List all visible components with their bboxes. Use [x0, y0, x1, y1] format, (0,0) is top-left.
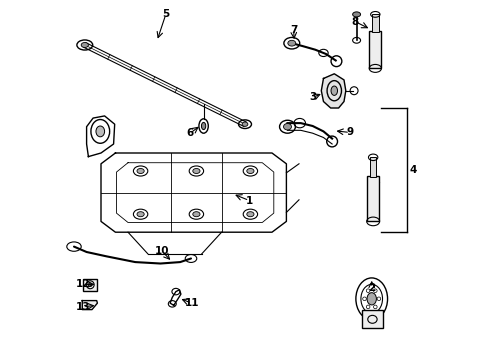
Text: 9: 9	[346, 127, 354, 138]
Ellipse shape	[88, 283, 92, 287]
Polygon shape	[82, 301, 98, 310]
Bar	[83, 279, 98, 291]
Text: 7: 7	[290, 24, 297, 35]
Text: 1: 1	[245, 195, 253, 206]
Bar	[363, 310, 383, 328]
Bar	[369, 31, 381, 68]
Ellipse shape	[137, 168, 144, 174]
Ellipse shape	[247, 212, 254, 217]
Text: 11: 11	[184, 298, 199, 308]
Text: 3: 3	[310, 92, 317, 102]
Ellipse shape	[353, 12, 361, 17]
Ellipse shape	[288, 40, 296, 46]
Text: 6: 6	[187, 128, 194, 138]
Text: 5: 5	[162, 9, 170, 19]
Ellipse shape	[247, 168, 254, 174]
Text: 2: 2	[368, 283, 375, 293]
Text: 8: 8	[351, 17, 359, 27]
Ellipse shape	[201, 122, 206, 130]
Ellipse shape	[193, 168, 200, 174]
Ellipse shape	[242, 122, 248, 126]
Ellipse shape	[331, 86, 338, 95]
Polygon shape	[321, 74, 346, 108]
Ellipse shape	[81, 42, 88, 48]
Text: 13: 13	[76, 302, 90, 312]
Ellipse shape	[284, 123, 292, 130]
Ellipse shape	[367, 293, 376, 305]
Bar	[367, 176, 379, 221]
Bar	[369, 157, 376, 177]
Text: 12: 12	[76, 279, 90, 289]
Bar	[372, 14, 379, 32]
Text: 10: 10	[155, 246, 170, 256]
Text: 4: 4	[410, 165, 417, 175]
Ellipse shape	[137, 212, 144, 217]
Ellipse shape	[193, 212, 200, 217]
Ellipse shape	[96, 126, 104, 137]
